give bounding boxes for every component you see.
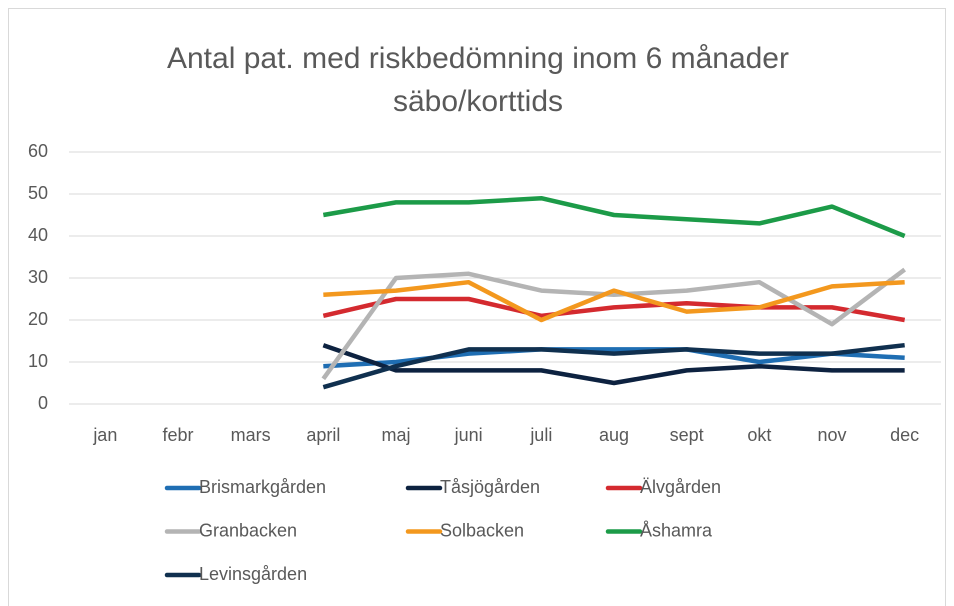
x-tick-label: okt [747,425,771,445]
legend-label: Tåsjögården [440,477,540,497]
legend-label: Brismarkgården [199,477,326,497]
series-line [323,279,905,323]
series-line [322,195,906,239]
x-tick-label: aug [599,425,629,445]
series-line [322,343,905,386]
x-tick-label: jan [92,425,117,445]
x-tick-label: juni [454,425,483,445]
legend-label: Åshamra [640,520,713,540]
legend-label: Älvgården [640,477,721,497]
chart-title: Antal pat. med riskbedömning inom 6 måna… [167,42,789,75]
y-tick-label: 0 [38,393,48,413]
x-tick-label: nov [817,425,846,445]
legend-label: Granbacken [199,520,297,540]
legend-label: Solbacken [440,520,524,540]
series-line [322,342,905,390]
x-tick-label: dec [890,425,919,445]
x-tick-label: juli [529,425,552,445]
y-tick-label: 30 [28,267,48,287]
x-tick-label: sept [670,425,704,445]
y-tick-label: 60 [28,141,48,161]
legend-label: Levinsgården [199,564,307,584]
x-tick-label: maj [381,425,410,445]
x-tick-label: mars [231,425,271,445]
y-tick-label: 20 [28,309,48,329]
y-tick-label: 10 [28,351,48,371]
y-tick-label: 50 [28,183,48,203]
chart-title: säbo/korttids [393,85,563,118]
y-tick-label: 40 [28,225,48,245]
x-tick-label: april [306,425,340,445]
series-line [321,267,907,381]
x-tick-label: febr [162,425,193,445]
series-line [322,296,906,323]
